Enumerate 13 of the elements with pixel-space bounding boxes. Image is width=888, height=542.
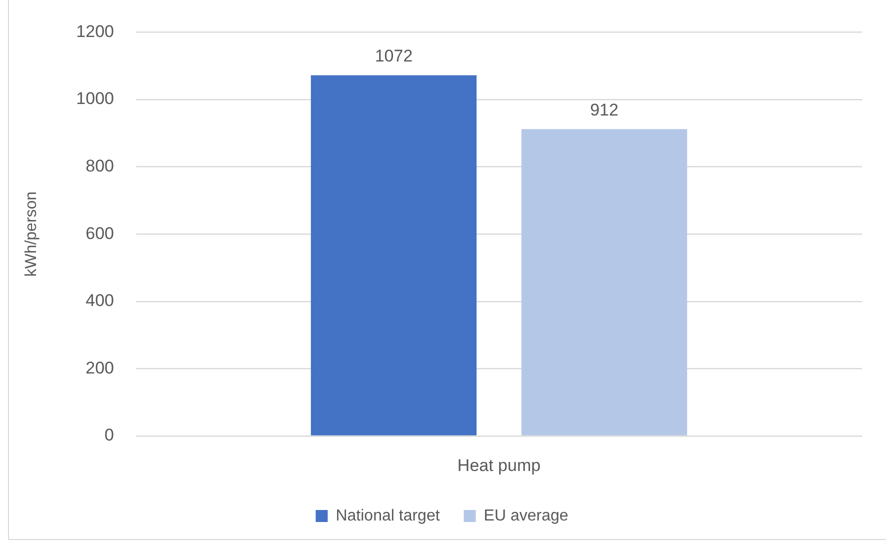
legend-label: EU average [484, 507, 568, 524]
y-tick-label: 1000 [76, 89, 114, 108]
data-label: 912 [590, 100, 618, 120]
y-tick-label: 600 [86, 224, 114, 243]
x-tick-label: Heat pump [457, 456, 541, 475]
y-tick-label: 400 [86, 291, 114, 310]
data-label: 1072 [374, 46, 413, 66]
y-tick-label: 800 [86, 156, 114, 176]
y-tick-label: 1200 [76, 22, 114, 41]
y-axis-title: kWh/person [23, 191, 40, 277]
legend-label: National target [336, 507, 440, 524]
y-tick-label: 200 [86, 358, 114, 378]
y-tick-label: 0 [104, 426, 114, 445]
